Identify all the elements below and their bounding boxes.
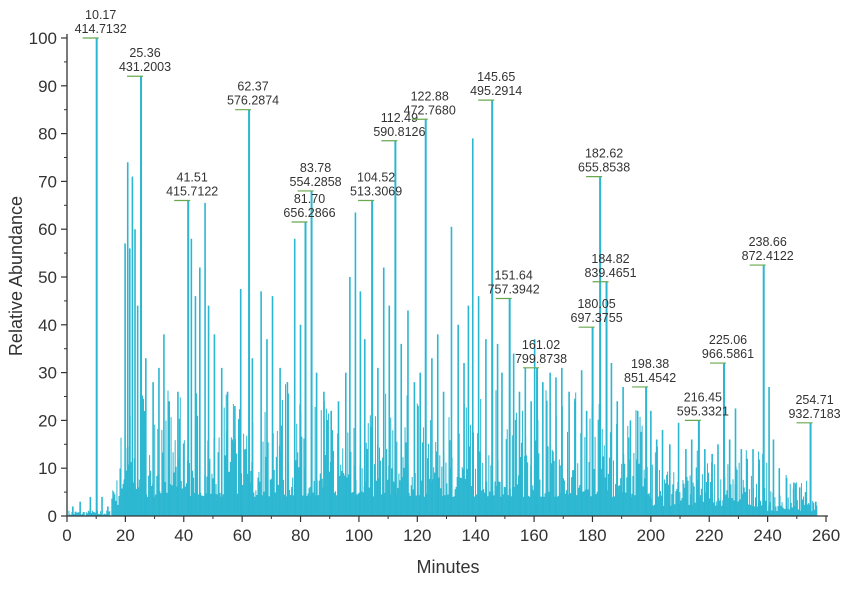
peak-time-label-18: 238.66 bbox=[749, 235, 787, 249]
peak-mz-label-7: 590.8126 bbox=[373, 125, 425, 139]
x-tick-label-240: 240 bbox=[753, 526, 781, 545]
y-tick-label-0: 0 bbox=[48, 507, 57, 526]
x-tick-label-60: 60 bbox=[233, 526, 252, 545]
x-tick-label-0: 0 bbox=[62, 526, 71, 545]
x-tick-label-100: 100 bbox=[345, 526, 373, 545]
peak-mz-label-16: 595.3321 bbox=[677, 404, 729, 418]
peak-mz-label-8: 472.7680 bbox=[404, 103, 456, 117]
x-tick-label-140: 140 bbox=[462, 526, 490, 545]
y-tick-label-20: 20 bbox=[38, 411, 57, 430]
peak-time-label-4: 81.70 bbox=[294, 192, 325, 206]
x-tick-label-20: 20 bbox=[116, 526, 135, 545]
x-tick-label-40: 40 bbox=[174, 526, 193, 545]
peak-mz-label-10: 757.3942 bbox=[488, 283, 540, 297]
trace-layer bbox=[68, 38, 818, 516]
peak-mz-label-12: 697.3755 bbox=[571, 311, 623, 325]
peak-time-label-6: 104.52 bbox=[357, 171, 395, 185]
peak-time-label-3: 62.37 bbox=[237, 80, 268, 94]
peak-time-label-15: 198.38 bbox=[631, 357, 669, 371]
y-tick-label-30: 30 bbox=[38, 364, 57, 383]
axis-layer: Minutes Relative Abundance 0 20 40 60 80 100 1… bbox=[6, 29, 840, 577]
peak-mz-label-5: 554.2858 bbox=[290, 175, 342, 189]
y-tick-label-60: 60 bbox=[38, 220, 57, 239]
peak-time-label-2: 41.51 bbox=[177, 171, 208, 185]
peak-mz-label-15: 851.4542 bbox=[624, 371, 676, 385]
peak-time-label-17: 225.06 bbox=[709, 333, 747, 347]
peak-mz-label-18: 872.4122 bbox=[742, 249, 794, 263]
x-axis-title: Minutes bbox=[416, 557, 479, 577]
x-tick-label-260: 260 bbox=[812, 526, 840, 545]
y-tick-label-80: 80 bbox=[38, 125, 57, 144]
x-tick-label-120: 120 bbox=[403, 526, 431, 545]
y-tick-label-70: 70 bbox=[38, 172, 57, 191]
peak-time-label-16: 216.45 bbox=[684, 390, 722, 404]
x-tick-label-200: 200 bbox=[637, 526, 665, 545]
peak-time-label-1: 25.36 bbox=[129, 46, 160, 60]
peak-mz-label-6: 513.3069 bbox=[350, 185, 402, 199]
x-tick-label-80: 80 bbox=[291, 526, 310, 545]
peak-mz-label-17: 966.5861 bbox=[702, 347, 754, 361]
peak-mz-label-1: 431.2003 bbox=[119, 60, 171, 74]
peak-time-label-10: 151.64 bbox=[495, 269, 533, 283]
peak-mz-label-2: 415.7122 bbox=[166, 185, 218, 199]
peak-mz-label-4: 656.2866 bbox=[283, 206, 335, 220]
peak-mz-label-3: 576.2874 bbox=[227, 94, 279, 108]
peak-time-label-7: 112.49 bbox=[381, 111, 418, 125]
y-axis-title: Relative Abundance bbox=[6, 196, 26, 356]
peak-time-label-14: 184.82 bbox=[591, 252, 629, 266]
x-tick-label-220: 220 bbox=[695, 526, 723, 545]
peak-time-label-12: 180.05 bbox=[577, 297, 615, 311]
peak-time-label-19: 254.71 bbox=[795, 393, 833, 407]
x-tick-label-180: 180 bbox=[578, 526, 606, 545]
peak-mz-label-0: 414.7132 bbox=[75, 22, 127, 36]
peak-time-label-9: 145.65 bbox=[477, 70, 515, 84]
y-tick-label-40: 40 bbox=[38, 316, 57, 335]
peak-time-label-11: 161.02 bbox=[522, 338, 560, 352]
y-tick-label-50: 50 bbox=[38, 268, 57, 287]
peak-mz-label-19: 932.7183 bbox=[788, 407, 840, 421]
x-tick-label-160: 160 bbox=[520, 526, 548, 545]
peak-time-label-13: 182.62 bbox=[585, 147, 623, 161]
peak-mz-label-14: 839.4651 bbox=[584, 266, 636, 280]
y-tick-label-100: 100 bbox=[29, 29, 57, 48]
peak-mz-label-11: 799.8738 bbox=[515, 352, 567, 366]
y-tick-label-10: 10 bbox=[38, 459, 57, 478]
peak-time-label-8: 122.88 bbox=[411, 89, 449, 103]
y-tick-label-90: 90 bbox=[38, 77, 57, 96]
peak-mz-label-13: 655.8538 bbox=[578, 161, 630, 175]
peak-mz-label-9: 495.2914 bbox=[470, 84, 522, 98]
peak-time-label-0: 10.17 bbox=[85, 8, 116, 22]
peak-time-label-5: 83.78 bbox=[300, 161, 331, 175]
